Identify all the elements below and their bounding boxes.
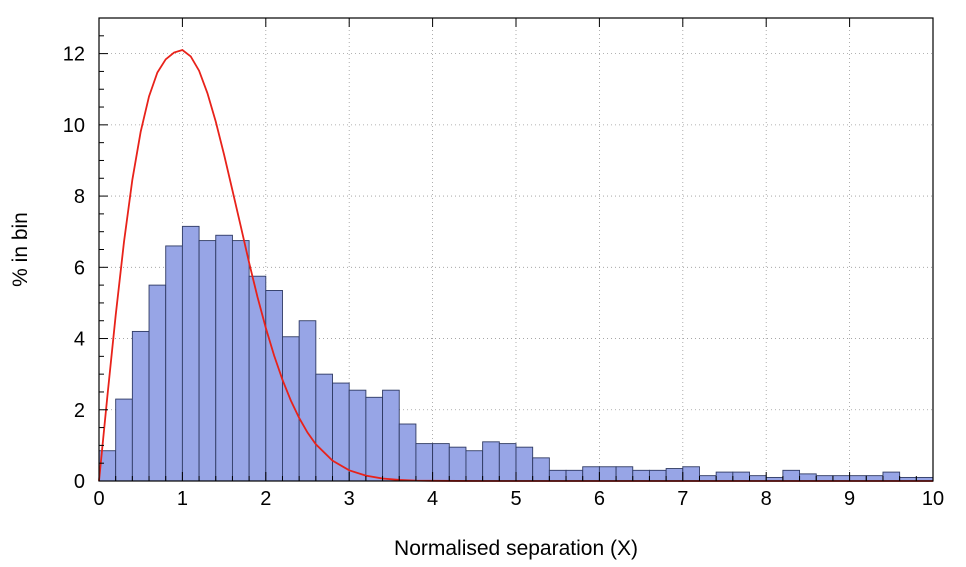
histogram-bar	[448, 446, 467, 482]
histogram-bar	[198, 240, 217, 482]
fit-curve	[98, 49, 933, 482]
y-tick-label: 8	[74, 186, 85, 208]
histogram-bar	[732, 471, 750, 482]
histogram-bar	[382, 389, 400, 482]
histogram-bar	[181, 225, 200, 482]
histogram-bar	[615, 466, 634, 482]
x-tick-label: 5	[510, 488, 521, 510]
histogram-bar	[465, 450, 484, 482]
histogram-bar	[398, 423, 417, 482]
histogram-bar	[598, 466, 617, 482]
histogram-bar	[482, 441, 500, 482]
x-tick-label: 4	[427, 488, 438, 510]
histogram-bar	[782, 469, 801, 482]
histogram-bar	[115, 398, 133, 482]
x-tick-label: 3	[344, 488, 355, 510]
histogram-bar	[565, 469, 584, 482]
histogram-bar	[582, 466, 600, 482]
histogram-bar	[665, 468, 684, 482]
grid-lines	[99, 18, 933, 481]
x-tick-label: 2	[260, 488, 271, 510]
histogram-bar	[231, 240, 250, 482]
y-tick-label: 12	[63, 44, 85, 66]
histogram-bar	[315, 373, 333, 482]
histogram-bar	[632, 469, 650, 482]
x-tick-label: 9	[844, 488, 855, 510]
y-tick-label: 10	[63, 115, 85, 137]
x-tick-label: 0	[93, 488, 104, 510]
x-tick-label: 8	[761, 488, 772, 510]
histogram-bar	[215, 234, 233, 482]
y-tick-label: 0	[74, 471, 85, 493]
x-tick-label: 6	[594, 488, 605, 510]
y-tick-label: 6	[74, 257, 85, 279]
histogram-bar	[799, 473, 817, 482]
histogram-bar	[715, 471, 734, 482]
x-axis-ticks: 0 1 2 3 4 5 6 7 8 9 10	[93, 18, 944, 510]
histogram-bar	[882, 471, 901, 482]
x-tick-label: 10	[922, 488, 944, 510]
histogram-bar	[298, 320, 317, 482]
x-tick-label: 1	[177, 488, 188, 510]
histogram-bar	[265, 290, 283, 482]
histogram-bar	[282, 336, 300, 482]
histogram-bar	[432, 443, 450, 482]
histogram-bar	[148, 284, 167, 482]
histogram-bar	[682, 466, 700, 482]
y-axis-ticks: 0 2 4 6 8 10 12	[63, 35, 108, 493]
histogram-bar	[515, 446, 534, 482]
histogram-bar	[348, 389, 367, 482]
histogram-bar	[498, 443, 517, 482]
histogram-bar	[365, 396, 384, 482]
y-tick-label: 2	[74, 400, 85, 422]
histogram-bar	[548, 469, 567, 482]
histogram-bar	[131, 330, 150, 482]
histogram-bar	[248, 275, 267, 482]
histogram-bar	[415, 443, 434, 482]
x-axis-label: Normalised separation (X)	[394, 537, 638, 560]
histogram-bar	[532, 457, 550, 482]
y-tick-label: 4	[74, 329, 85, 351]
y-axis-label: % in bin	[9, 212, 32, 287]
histogram-bar	[165, 245, 183, 482]
histogram-bar	[648, 469, 667, 482]
x-tick-label: 7	[677, 488, 688, 510]
